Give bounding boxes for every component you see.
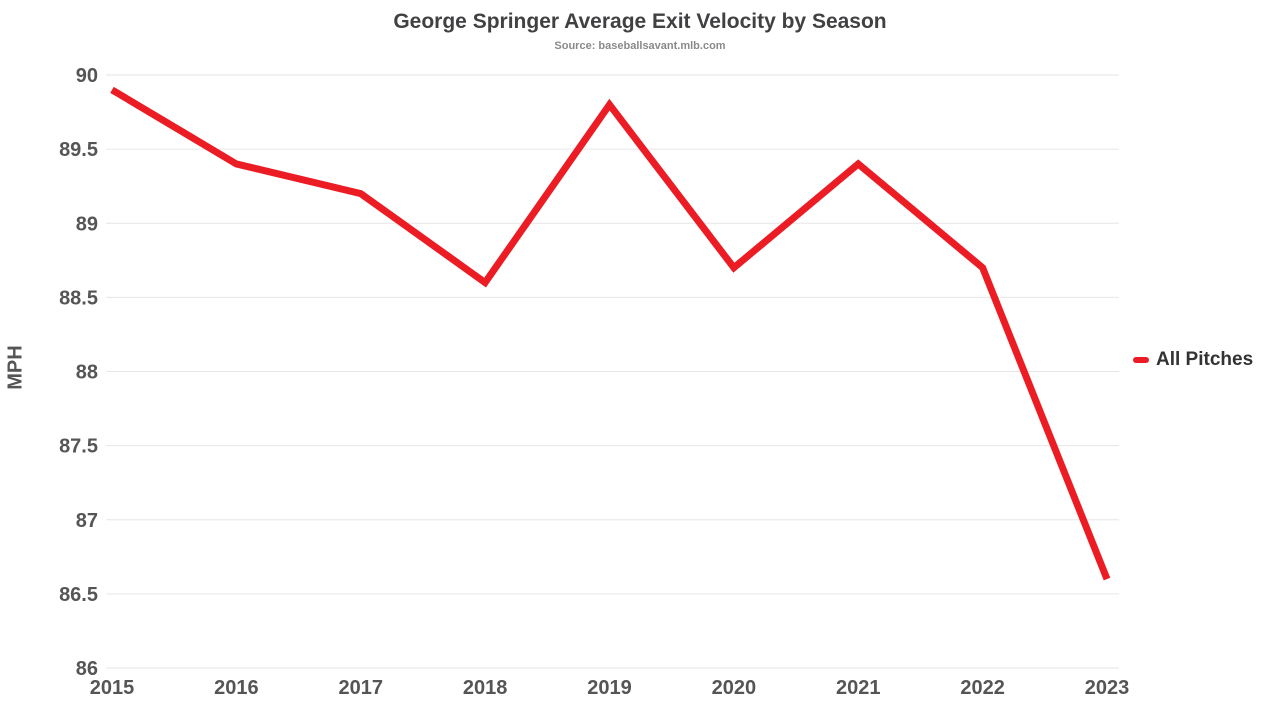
- x-tick-label: 2015: [90, 677, 135, 699]
- series-line: [110, 86, 1111, 581]
- x-tick-label: 2017: [339, 677, 384, 699]
- legend[interactable]: All Pitches: [1133, 349, 1253, 371]
- y-tick-label: 87.5: [59, 436, 98, 458]
- y-tick-label: 88: [76, 362, 98, 384]
- y-tick-label: 89.5: [59, 139, 98, 161]
- chart-subtitle: Source: baseballsavant.mlb.com: [554, 40, 726, 52]
- x-tick-label: 2021: [836, 677, 881, 699]
- y-tick-label: 86: [76, 658, 98, 680]
- x-tick-label: 2019: [587, 677, 632, 699]
- y-tick-label: 88.5: [59, 287, 98, 309]
- y-tick-label: 89: [76, 213, 98, 235]
- x-tick-label: 2018: [463, 677, 508, 699]
- legend-line-swatch: [1133, 357, 1149, 363]
- x-tick-label: 2023: [1085, 677, 1130, 699]
- x-tick-label: 2022: [960, 677, 1005, 699]
- x-tick-label: 2016: [214, 677, 259, 699]
- x-tick-label: 2020: [712, 677, 757, 699]
- y-tick-label: 87: [76, 510, 98, 532]
- legend-label: All Pitches: [1156, 349, 1254, 370]
- chart-title: George Springer Average Exit Velocity by…: [393, 10, 887, 33]
- y-tick-label: 90: [76, 65, 98, 87]
- y-tick-label: 86.5: [59, 584, 98, 606]
